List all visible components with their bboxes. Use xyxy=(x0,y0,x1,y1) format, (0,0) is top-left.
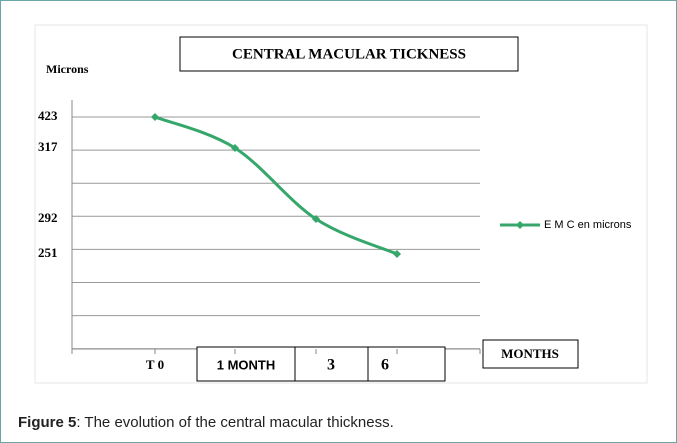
x-axis-label: MONTHS xyxy=(501,346,559,361)
data-point xyxy=(231,144,239,152)
data-point xyxy=(393,250,401,258)
y-tick-label: 251 xyxy=(38,245,58,260)
y-axis-label: Microns xyxy=(46,62,89,76)
series-line xyxy=(154,115,398,256)
x-tick-label: 3 xyxy=(327,357,335,374)
title-box xyxy=(179,36,519,72)
caption: Figure 5: The evolution of the central m… xyxy=(18,414,394,431)
category-box xyxy=(367,346,446,382)
category-box xyxy=(294,346,369,382)
y-tick-label: 317 xyxy=(38,139,58,154)
data-point xyxy=(312,215,320,223)
x-tick-label: T 0 xyxy=(146,357,164,372)
legend-label: E M C en microns xyxy=(544,219,632,231)
y-tick-label: 423 xyxy=(38,108,58,123)
data-point xyxy=(151,113,159,121)
x-tick-label: 6 xyxy=(381,357,389,374)
y-tick-label: 292 xyxy=(38,210,58,225)
x-tick-label: 1 MONTH xyxy=(217,357,276,372)
legend-marker xyxy=(516,221,524,229)
chart-title: CENTRAL MACULAR TICKNESS xyxy=(232,46,466,62)
caption-label: Figure 5 xyxy=(18,414,77,431)
x-label-box xyxy=(482,339,579,369)
category-box xyxy=(196,346,296,382)
chart-panel xyxy=(34,24,648,384)
caption-text: : The evolution of the central macular t… xyxy=(76,414,394,431)
